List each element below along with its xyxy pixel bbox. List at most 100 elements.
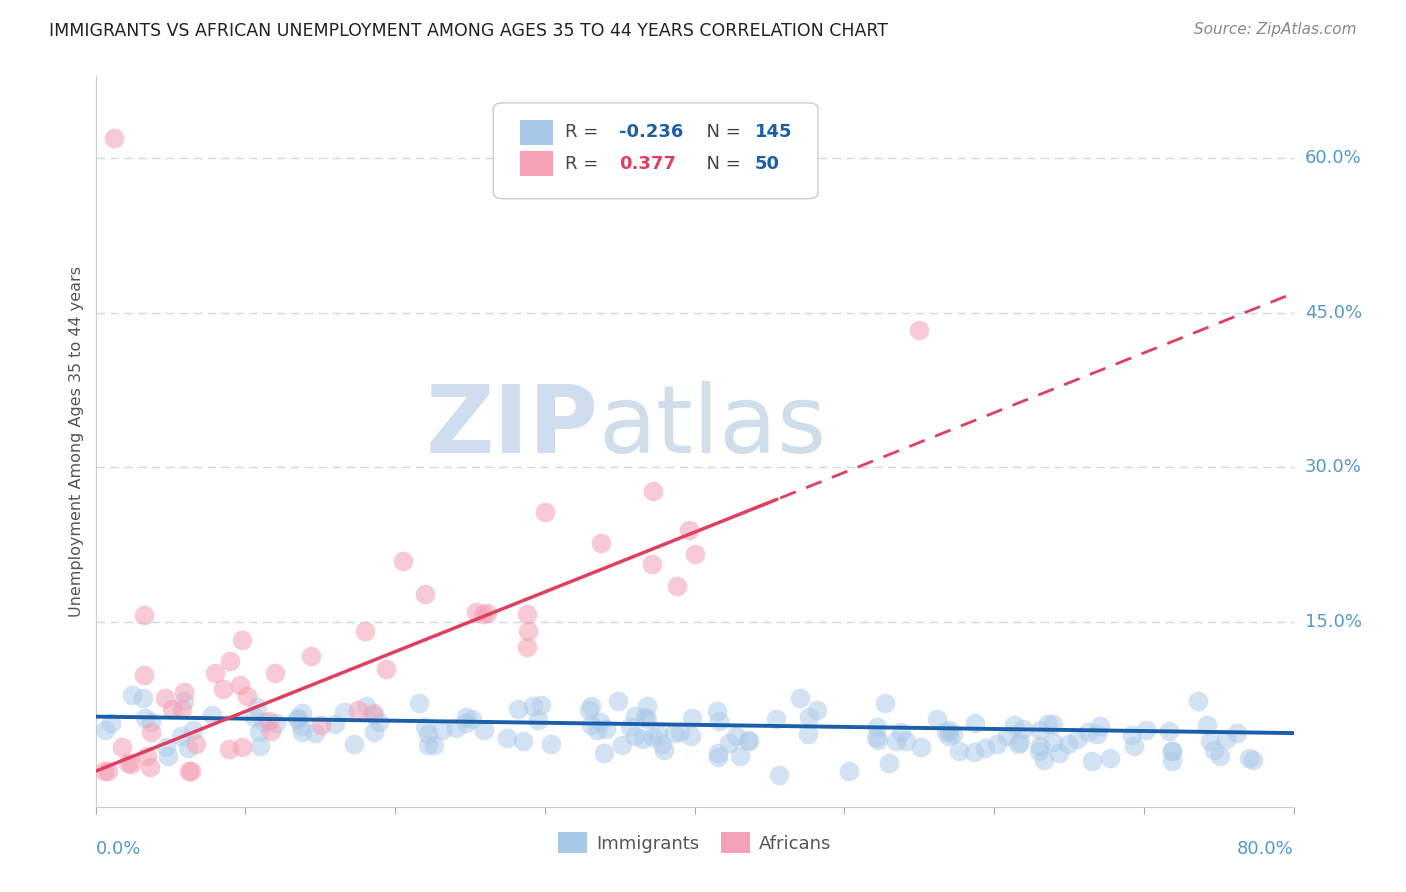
Point bbox=[97, 764, 120, 779]
Point bbox=[522, 698, 544, 713]
Point bbox=[641, 484, 664, 499]
Point bbox=[157, 749, 180, 764]
Point bbox=[641, 558, 664, 572]
Point bbox=[633, 710, 655, 724]
Point bbox=[235, 690, 257, 704]
Point bbox=[1161, 744, 1184, 758]
Point bbox=[361, 706, 384, 721]
Point bbox=[908, 323, 931, 337]
Text: 145: 145 bbox=[755, 123, 792, 141]
Point bbox=[94, 723, 117, 738]
Point bbox=[1066, 731, 1088, 746]
Point bbox=[662, 726, 685, 740]
Point bbox=[890, 724, 912, 739]
Point bbox=[789, 691, 811, 706]
Point bbox=[465, 605, 488, 619]
Point bbox=[117, 756, 139, 771]
Point bbox=[134, 711, 156, 725]
Point bbox=[204, 666, 226, 681]
Text: Source: ZipAtlas.com: Source: ZipAtlas.com bbox=[1194, 22, 1357, 37]
Point bbox=[249, 739, 271, 754]
Text: -0.236: -0.236 bbox=[619, 123, 683, 141]
Point bbox=[456, 710, 478, 724]
Point bbox=[1199, 734, 1222, 748]
Point bbox=[139, 715, 162, 730]
Point bbox=[651, 737, 673, 751]
Point bbox=[392, 554, 415, 568]
Point bbox=[260, 723, 283, 738]
Point bbox=[180, 764, 202, 779]
Point bbox=[253, 714, 276, 729]
Point bbox=[1042, 717, 1064, 731]
Point bbox=[496, 731, 519, 746]
Point bbox=[120, 757, 142, 772]
Point bbox=[1011, 722, 1033, 736]
Point bbox=[285, 712, 308, 726]
Point bbox=[624, 709, 647, 723]
Point bbox=[637, 712, 659, 726]
Point bbox=[1036, 717, 1059, 731]
Point bbox=[257, 714, 280, 728]
Point bbox=[1202, 743, 1225, 757]
Point bbox=[343, 738, 366, 752]
Point bbox=[1239, 751, 1261, 765]
Point bbox=[1226, 726, 1249, 740]
Point bbox=[925, 713, 948, 727]
Point bbox=[678, 523, 700, 537]
Point bbox=[1187, 693, 1209, 707]
Text: 0.0%: 0.0% bbox=[96, 840, 141, 858]
Point bbox=[728, 749, 751, 764]
Point bbox=[177, 741, 200, 756]
Point bbox=[641, 730, 664, 744]
Point bbox=[527, 713, 550, 727]
Point bbox=[1028, 739, 1050, 754]
Point bbox=[1122, 739, 1144, 753]
Point bbox=[865, 730, 887, 744]
Point bbox=[136, 749, 159, 764]
Text: IMMIGRANTS VS AFRICAN UNEMPLOYMENT AMONG AGES 35 TO 44 YEARS CORRELATION CHART: IMMIGRANTS VS AFRICAN UNEMPLOYMENT AMONG… bbox=[49, 22, 889, 40]
Point bbox=[866, 720, 889, 734]
Point bbox=[1215, 732, 1237, 747]
Point bbox=[356, 698, 378, 713]
Point bbox=[111, 739, 134, 754]
Point bbox=[454, 716, 477, 731]
Text: N =: N = bbox=[695, 123, 747, 141]
Point bbox=[534, 505, 557, 519]
Point bbox=[516, 607, 538, 622]
Point bbox=[132, 607, 155, 622]
Point bbox=[1241, 753, 1264, 767]
Point bbox=[669, 724, 692, 739]
Point bbox=[155, 739, 177, 754]
Point bbox=[588, 714, 610, 729]
Text: 0.377: 0.377 bbox=[619, 154, 676, 172]
Point bbox=[797, 710, 820, 724]
Point bbox=[595, 723, 617, 737]
Point bbox=[408, 696, 430, 710]
Point bbox=[709, 714, 731, 728]
Point bbox=[886, 734, 908, 748]
Point bbox=[1121, 728, 1143, 742]
Point bbox=[540, 737, 562, 751]
Y-axis label: Unemployment Among Ages 35 to 44 years: Unemployment Among Ages 35 to 44 years bbox=[69, 266, 84, 617]
Point bbox=[153, 691, 176, 706]
Point bbox=[579, 718, 602, 732]
Point bbox=[290, 719, 312, 733]
Point bbox=[309, 717, 332, 731]
Text: 30.0%: 30.0% bbox=[1305, 458, 1361, 476]
Point bbox=[169, 729, 191, 743]
Point bbox=[586, 723, 609, 738]
Point bbox=[1047, 747, 1070, 761]
Point bbox=[242, 710, 264, 724]
Point bbox=[631, 731, 654, 746]
Point bbox=[1028, 744, 1050, 758]
Point bbox=[938, 729, 960, 743]
Point bbox=[679, 729, 702, 743]
Text: 50: 50 bbox=[755, 154, 779, 172]
Point bbox=[333, 705, 356, 719]
Point bbox=[1081, 754, 1104, 768]
Point bbox=[512, 734, 534, 748]
Point bbox=[368, 714, 391, 729]
Point bbox=[1033, 754, 1056, 768]
Point bbox=[725, 729, 748, 743]
Point bbox=[738, 734, 761, 748]
